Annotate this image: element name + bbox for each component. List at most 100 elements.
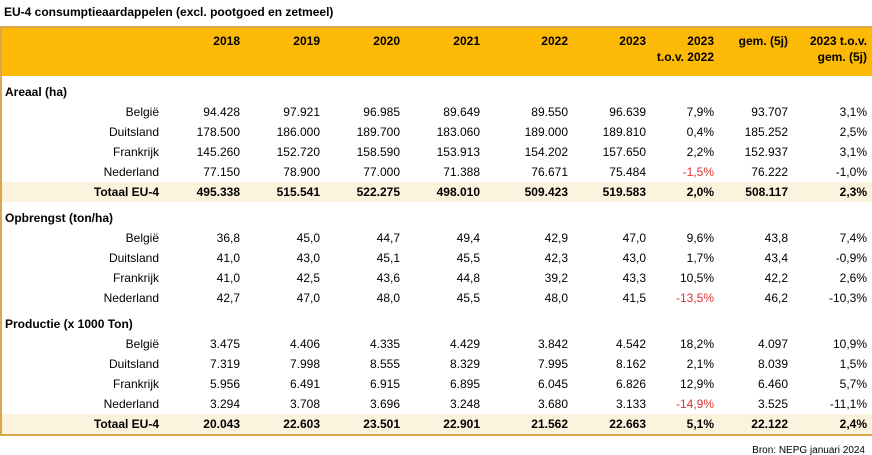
value-cell: 3.475 [209,337,240,351]
value-cell: 495.338 [167,182,245,202]
value-cell: 4.335 [369,337,400,351]
value-cell: 44,8 [456,271,480,285]
value-cell: 522.275 [325,182,405,202]
value-cell: 7.319 [209,357,240,371]
value-cell: 45,5 [456,251,480,265]
value-cell: 22.663 [573,414,651,435]
row-label: Duitsland [108,357,159,371]
section-label: Areaal (ha) [5,85,68,99]
value-cell: 186.000 [276,125,320,139]
value-cell: 43,3 [622,271,646,285]
column-header: 2018 [167,27,245,76]
value-cell: 154.202 [524,145,568,159]
value-cell: -1,5% [682,165,714,179]
value-cell: 45,1 [376,251,400,265]
value-cell: 96.985 [363,105,400,119]
value-cell: 49,4 [456,231,480,245]
value-cell: 18,2% [679,337,714,351]
value-cell: 94.428 [203,105,240,119]
value-cell: 3.294 [209,397,240,411]
value-cell: 189.700 [356,125,400,139]
value-cell: 3.842 [537,337,568,351]
table-body: Areaal (ha) België 94.428 97.921 96.985 89.64… [1,76,872,435]
value-cell: 3.248 [449,397,480,411]
value-cell: 43,0 [622,251,646,265]
potato-statistics-table: 2018 2019 2020 2021 2022 2023 2023 t.o.v. 2022… [0,26,872,436]
value-cell: 43,0 [296,251,320,265]
column-header: 2023 [573,27,651,76]
row-label: Nederland [103,291,159,305]
value-cell: 0,4% [686,125,714,139]
value-cell: 4.406 [289,337,320,351]
value-cell: 41,0 [216,271,240,285]
value-cell: 145.260 [196,145,240,159]
column-header: 2022 [485,27,573,76]
value-cell: 42,5 [296,271,320,285]
value-cell: 76.671 [531,165,568,179]
value-cell: 7,4% [839,231,867,245]
value-cell: -14,9% [675,397,714,411]
row-label: Frankrijk [112,377,159,391]
value-cell: 8.039 [757,357,788,371]
value-cell: 8.162 [615,357,646,371]
value-cell: 7.995 [537,357,568,371]
data-row: Frankrijk 5.956 6.491 6.915 6.895 6.045 6.826 1… [1,374,872,394]
value-cell: 509.423 [485,182,573,202]
value-cell: 22.901 [405,414,485,435]
value-cell: 189.000 [524,125,568,139]
data-row: België 36,8 45,0 44,7 49,4 42,9 47,0 9,6% 43,8 7,… [1,228,872,248]
column-header: 2020 [325,27,405,76]
value-cell: 41,5 [622,291,646,305]
value-cell: 93.707 [751,105,788,119]
value-cell: 6.045 [537,377,568,391]
value-cell: 4.429 [449,337,480,351]
data-row: België 94.428 97.921 96.985 89.649 89.550 96.6… [1,102,872,122]
value-cell: 45,5 [456,291,480,305]
value-cell: -10,3% [828,291,867,305]
value-cell: 157.650 [602,145,646,159]
value-cell: 89.550 [531,105,568,119]
value-cell: 78.900 [283,165,320,179]
table-header-row: 2018 2019 2020 2021 2022 2023 2023 t.o.v. 2022… [1,27,872,76]
row-label: Duitsland [108,125,159,139]
value-cell: 45,0 [296,231,320,245]
value-cell: 39,2 [544,271,568,285]
value-cell: -1,0% [835,165,867,179]
value-cell: 46,2 [764,291,788,305]
data-row: Frankrijk 41,0 42,5 43,6 44,8 39,2 43,3 10,5% 42… [1,268,872,288]
value-cell: 2,6% [839,271,867,285]
page-title: EU-4 consumptieaardappelen (excl. pootgo… [4,5,334,19]
section-header-row: Opbrengst (ton/ha) [1,202,872,228]
value-cell: 3,1% [839,145,867,159]
row-label: Frankrijk [112,145,159,159]
value-cell: 43,4 [764,251,788,265]
value-cell: 3.133 [615,397,646,411]
value-cell: 2,3% [793,182,872,202]
value-cell: 42,3 [544,251,568,265]
value-cell: 48,0 [376,291,400,305]
row-label: Nederland [103,165,159,179]
value-cell: 3.708 [289,397,320,411]
value-cell: 2,0% [651,182,719,202]
value-cell: 43,8 [764,231,788,245]
value-cell: 498.010 [405,182,485,202]
value-cell: 8.555 [369,357,400,371]
value-cell: 10,5% [679,271,714,285]
value-cell: 515.541 [245,182,325,202]
value-cell: 97.921 [283,105,320,119]
data-row: België 3.475 4.406 4.335 4.429 3.842 4.542 18,2… [1,334,872,354]
row-label: Totaal EU-4 [1,414,167,435]
column-header: 2019 [245,27,325,76]
column-header: 2023 t.o.v. 2022 [651,27,719,76]
value-cell: 153.913 [436,145,480,159]
value-cell: -13,5% [675,291,714,305]
value-cell: 3.525 [757,397,788,411]
value-cell: 36,8 [216,231,240,245]
value-cell: 152.937 [744,145,788,159]
value-cell: 42,9 [544,231,568,245]
section-header-row: Productie (x 1000 Ton) [1,308,872,334]
value-cell: 89.649 [443,105,480,119]
value-cell: 2,5% [839,125,867,139]
value-cell: 6.460 [757,377,788,391]
value-cell: 76.222 [751,165,788,179]
